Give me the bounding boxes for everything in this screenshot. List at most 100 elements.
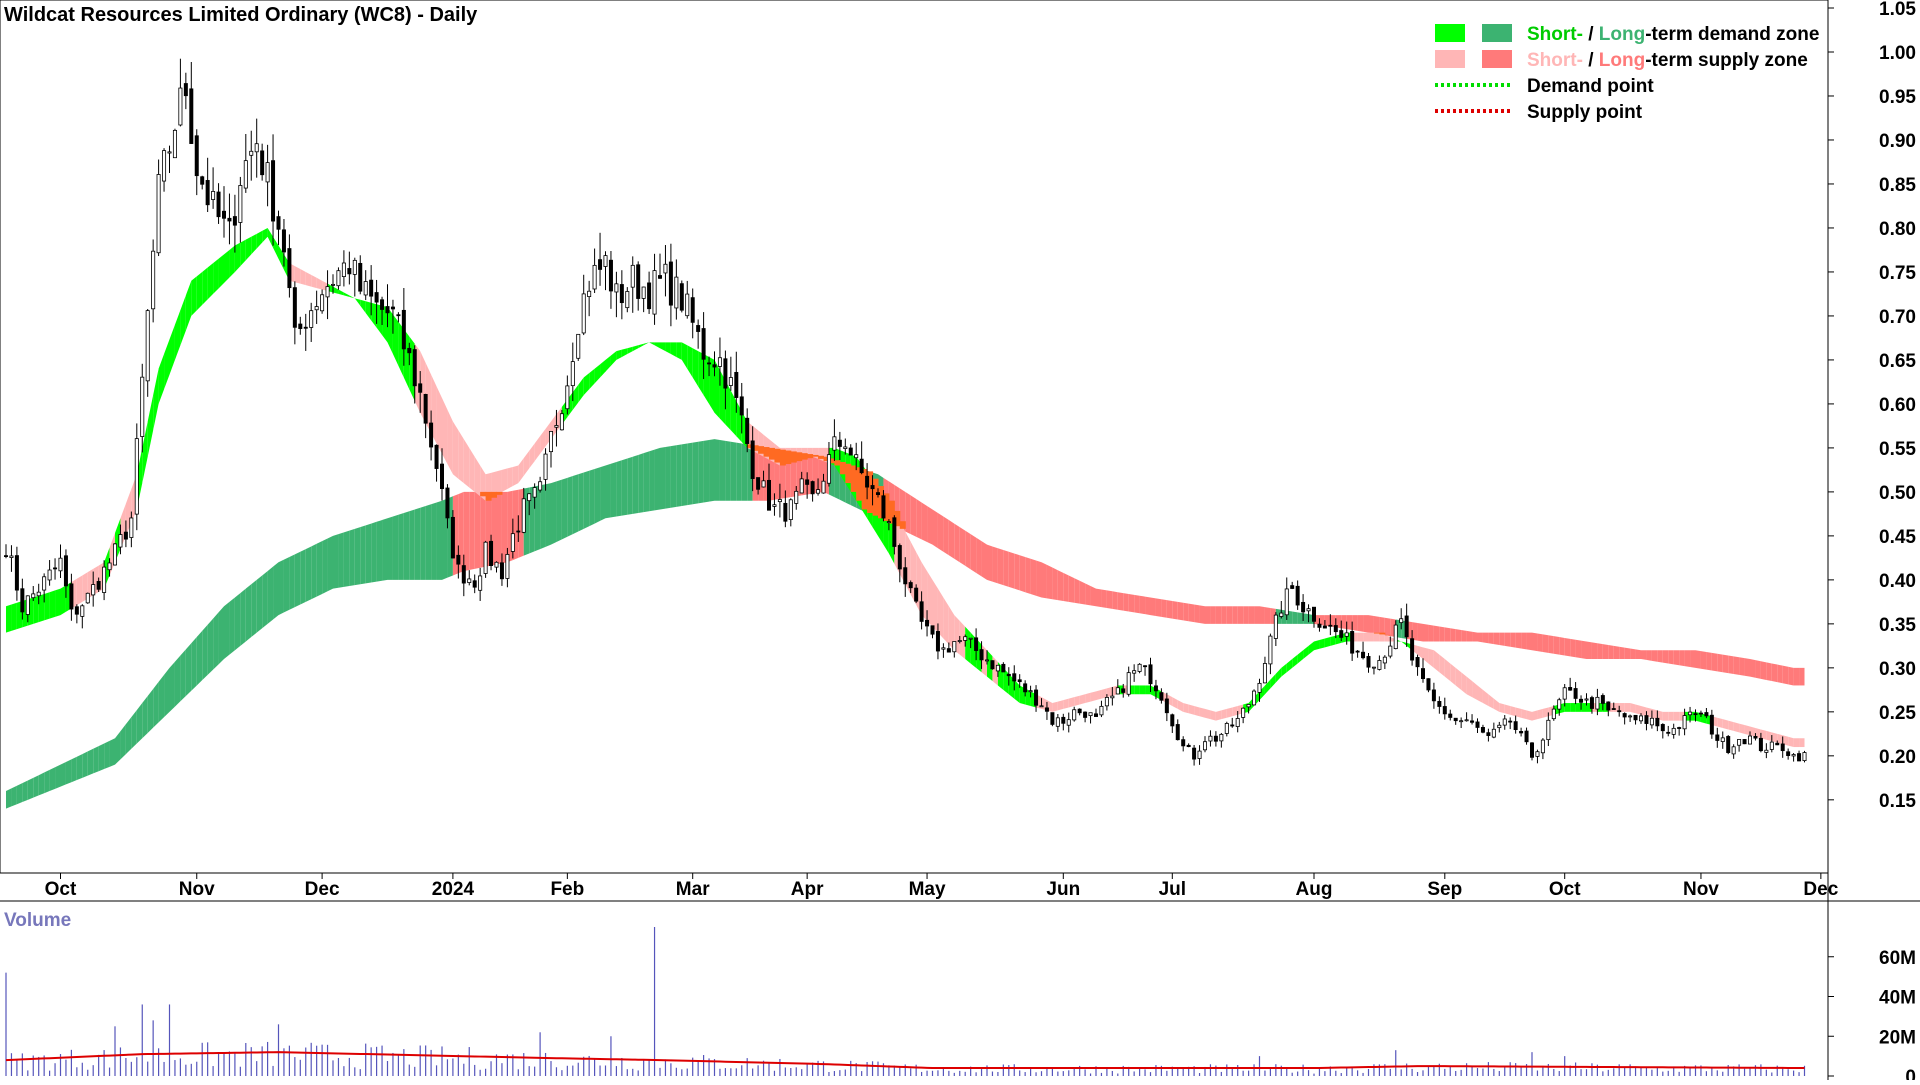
candle-body [255,144,258,152]
short-term-zone-segment [573,385,578,410]
long-term-zone-segment [1734,656,1739,674]
long-term-zone-segment [322,539,327,594]
time-tick-label: Aug [1296,879,1333,900]
price-tick-label: 0.65 [1879,351,1916,372]
candle-body [925,620,928,626]
candle-body [1797,754,1800,761]
candle-body [702,329,705,360]
long-term-zone-segment [251,580,256,637]
candle-body [1062,717,1065,723]
candle-body [1552,709,1555,719]
candle-body [1220,734,1223,741]
long-term-zone-segment [1418,623,1423,641]
short-term-zone-segment [704,354,709,404]
candle-body [1138,664,1141,671]
long-term-zone-segment [1548,635,1553,653]
long-term-zone-segment [1118,592,1123,610]
candle-body [462,566,465,583]
candles-layer [4,59,1806,766]
candle-body [1116,688,1119,694]
volume-tick-label: 20M [1879,1027,1916,1048]
short-term-zone-segment [1439,655,1444,677]
long-term-zone-segment [1483,633,1488,644]
long-term-zone-segment [115,731,120,764]
short-term-zone-segment [77,575,82,605]
long-term-zone-segment [1630,648,1635,659]
long-term-zone-segment [606,464,611,519]
short-term-zone-segment [1052,702,1057,712]
short-term-zone-segment [186,281,191,331]
candle-body [1803,753,1806,761]
long-term-zone-segment [1636,649,1641,659]
long-term-zone-segment [409,509,414,579]
candle-body [1629,716,1632,717]
candle-body [1427,679,1430,690]
short-term-zone-segment [649,342,654,345]
long-term-zone-segment [949,520,954,559]
legend-label: Supply point [1527,102,1643,123]
long-term-zone-segment [229,597,234,654]
candle-body [1667,732,1670,733]
price-tick-label: 0.60 [1879,395,1916,416]
price-tick-label: 0.80 [1879,219,1916,240]
time-tick-label: 2024 [432,879,475,900]
short-term-zone-segment [1107,687,1112,697]
candle-body [1465,720,1468,721]
time-tick-label: Nov [1683,879,1719,900]
long-term-zone-segment [1221,606,1226,624]
long-term-zone-segment [289,554,294,609]
candle-body [26,596,29,615]
long-term-zone-segment [1347,615,1352,630]
candle-body [370,280,373,296]
candle-body [212,191,215,199]
long-term-zone-segment [377,520,382,582]
short-term-zone-segment [502,468,507,491]
long-term-zone-segment [1194,605,1199,623]
long-term-zone-segment [262,571,267,628]
short-term-zone-segment [1450,663,1455,685]
candle-body [364,282,367,295]
short-term-zone-segment [442,398,447,464]
candle-body [489,541,492,565]
short-term-zone-segment [1516,707,1521,717]
price-tick-label: 0.35 [1879,615,1916,636]
short-term-zone-segment [447,410,452,475]
long-term-zone-segment [611,462,616,517]
long-term-zone-segment [39,773,44,796]
candle-body [985,660,988,661]
long-term-zone-segment [589,469,594,526]
short-term-zone-segment [55,589,60,617]
legend-short-text: Short- [1527,24,1583,45]
overlap-zone-segment [491,492,497,498]
candle-body [806,480,809,485]
candle-body [1389,646,1392,656]
legend-suffix-text: -term supply zone [1645,50,1808,71]
candle-body [386,307,389,313]
long-term-zone-segment [28,778,33,800]
long-term-zone-segment [1576,640,1581,658]
long-term-zone-segment [175,656,180,707]
candle-body [1612,709,1615,710]
candle-body [1187,745,1190,746]
long-term-zone-segment [66,759,71,784]
long-term-zone-segment [1058,570,1063,601]
candle-body [648,283,651,309]
long-term-zone-segment [1739,657,1744,675]
overlap-zone-segment [840,462,846,474]
candle-body [577,334,580,358]
long-term-zone-segment [1156,598,1161,616]
overlap-zone-segment [486,492,492,501]
long-term-zone-segment [1412,622,1417,640]
candle-body [206,180,209,204]
overlap-zone-segment [764,447,770,457]
candle-body [1252,691,1255,705]
candle-body [337,271,340,286]
long-term-zone-segment [965,531,970,570]
time-tick-label: May [909,879,946,900]
candle-body [299,324,302,329]
long-term-zone-segment [1200,605,1205,623]
candle-body [773,505,776,507]
long-term-zone-segment [665,446,670,508]
candle-body [500,563,503,579]
